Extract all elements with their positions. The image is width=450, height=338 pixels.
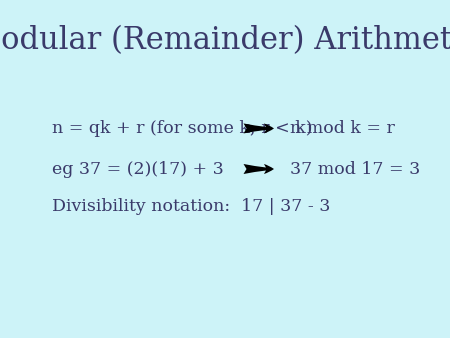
Text: Modular (Remainder) Arithmetic: Modular (Remainder) Arithmetic	[0, 25, 450, 56]
Text: Divisibility notation:  17 | 37 - 3: Divisibility notation: 17 | 37 - 3	[52, 198, 330, 215]
Text: n = qk + r (for some k; r < k): n = qk + r (for some k; r < k)	[52, 120, 312, 137]
Text: 37 mod 17 = 3: 37 mod 17 = 3	[290, 161, 420, 177]
Text: n mod k = r: n mod k = r	[290, 120, 395, 137]
Text: eg 37 = (2)(17) + 3: eg 37 = (2)(17) + 3	[52, 161, 224, 177]
